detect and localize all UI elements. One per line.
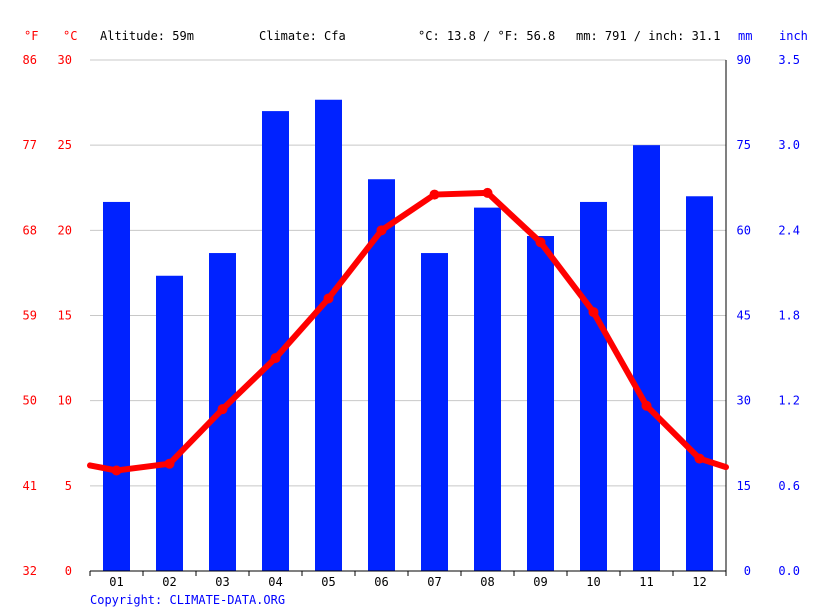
y-axis-fahrenheit-tick: 32	[23, 564, 37, 578]
y-axis-fahrenheit-tick: 77	[23, 138, 37, 152]
y-axis-inch-tick: 3.5	[778, 53, 800, 67]
temperature-point	[111, 465, 122, 476]
x-axis-month-label: 02	[162, 575, 176, 589]
y-axis-inch-tick: 0.6	[778, 479, 800, 493]
y-axis-mm-tick: 15	[737, 479, 751, 493]
y-axis-inch-tick: 2.4	[778, 223, 800, 237]
precipitation-bar	[156, 275, 183, 571]
temperature-point	[270, 353, 281, 364]
x-axis-month-label: 07	[427, 575, 441, 589]
precipitation-bar	[580, 201, 607, 571]
x-axis-month-label: 06	[374, 575, 388, 589]
precipitation-bar	[474, 207, 501, 571]
precipitation-bar	[103, 201, 130, 571]
x-axis-month-label: 01	[109, 575, 123, 589]
x-axis-month-label: 05	[321, 575, 335, 589]
y-axis-celsius-tick: 25	[58, 138, 72, 152]
celsius-unit-label: °C	[63, 29, 78, 43]
y-axis-inch-tick: 1.2	[778, 394, 800, 408]
y-axis-mm-tick: 60	[737, 223, 751, 237]
y-axis-celsius-tick: 5	[65, 479, 72, 493]
temperature-point	[376, 225, 387, 236]
copyright-link[interactable]: Copyright: CLIMATE-DATA.ORG	[90, 593, 286, 607]
y-axis-mm-tick: 45	[737, 309, 751, 323]
climate-label: Climate: Cfa	[259, 29, 346, 43]
y-axis-inch-tick: 0.0	[778, 564, 800, 578]
temperature-point	[217, 404, 228, 415]
y-axis-fahrenheit-tick: 86	[23, 53, 37, 67]
temperature-line	[87, 189, 729, 474]
altitude-label: Altitude: 59m	[100, 29, 194, 43]
temperature-point	[429, 189, 440, 200]
x-axis-month-label: 12	[692, 575, 706, 589]
y-axis-mm-tick: 30	[737, 394, 751, 408]
x-axis-month-label: 08	[480, 575, 494, 589]
y-axis-fahrenheit-tick: 50	[23, 394, 37, 408]
precipitation-bar	[686, 196, 713, 571]
temperature-point	[535, 237, 546, 248]
y-axis-mm-tick: 90	[737, 53, 751, 67]
temperature-point	[323, 293, 334, 304]
temperature-point	[588, 307, 599, 318]
precipitation-bar	[315, 99, 342, 571]
y-axis-celsius-tick: 20	[58, 223, 72, 237]
y-axis-fahrenheit-tick: 68	[23, 223, 37, 237]
precipitation-total-label: mm: 791 / inch: 31.1	[576, 29, 721, 43]
temperature-point	[694, 453, 705, 464]
y-axis-inch-tick: 3.0	[778, 138, 800, 152]
precipitation-bar	[262, 111, 289, 571]
precipitation-bar	[527, 236, 554, 571]
fahrenheit-unit-label: °F	[24, 29, 39, 43]
y-axis-celsius-tick: 0	[65, 564, 72, 578]
temperature-point	[164, 458, 175, 469]
y-axis-celsius-tick: 30	[58, 53, 72, 67]
y-axis-mm-tick: 75	[737, 138, 751, 152]
temperature-point	[641, 400, 652, 411]
y-axis-fahrenheit-tick: 41	[23, 479, 37, 493]
inch-unit-label: inch	[779, 29, 808, 43]
precipitation-bar	[421, 253, 448, 572]
x-axis-month-label: 10	[586, 575, 600, 589]
y-axis-mm-tick: 0	[744, 564, 751, 578]
y-axis-fahrenheit-tick: 59	[23, 309, 37, 323]
temperature-average-label: °C: 13.8 / °F: 56.8	[418, 29, 556, 43]
x-axis-month-label: 03	[215, 575, 229, 589]
x-axis-month-label: 11	[639, 575, 653, 589]
x-axis-month-label: 09	[533, 575, 547, 589]
mm-unit-label: mm	[738, 29, 753, 43]
precipitation-bar	[633, 145, 660, 571]
y-axis-celsius-tick: 15	[58, 309, 72, 323]
temperature-point	[482, 187, 493, 198]
y-axis-celsius-tick: 10	[58, 394, 72, 408]
y-axis-inch-tick: 1.8	[778, 309, 800, 323]
x-axis-month-label: 04	[268, 575, 282, 589]
